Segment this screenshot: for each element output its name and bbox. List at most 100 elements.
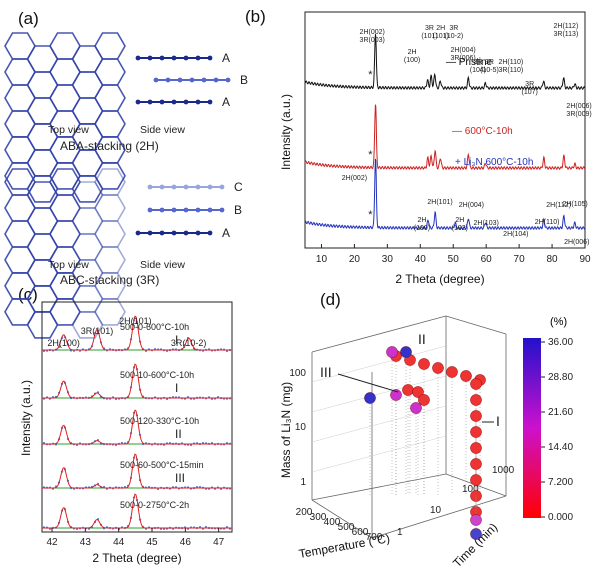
xrd-annotation-li3n: 2H(110) bbox=[535, 219, 560, 226]
atom-dot bbox=[190, 78, 195, 83]
atom-dot bbox=[160, 56, 165, 61]
xrd-x-ticks: 10 20 30 40 50 60 70 80 90 bbox=[316, 244, 591, 265]
scatter-sphere bbox=[402, 384, 413, 395]
atom-dot bbox=[214, 78, 219, 83]
atom-dot bbox=[160, 100, 165, 105]
xrd-annotation-pristine: 2H(110) 3R(110) bbox=[498, 59, 523, 74]
atom-dot bbox=[208, 185, 213, 190]
xrd-annotation-li3n: 2H(105) bbox=[562, 201, 587, 208]
scatter-sphere bbox=[470, 410, 481, 421]
xrd-x-axis-title: 2 Theta (degree) bbox=[395, 272, 484, 286]
scatter-grid-line bbox=[312, 376, 446, 412]
zoom-x-tick-label: 43 bbox=[80, 537, 92, 548]
xrd-x-tick-label: 30 bbox=[382, 254, 394, 265]
scatter-sphere bbox=[364, 392, 375, 403]
scatter-sphere bbox=[470, 442, 481, 453]
xrd-series-line bbox=[305, 34, 585, 89]
colorbar-gradient-rect bbox=[523, 338, 541, 518]
xrd-x-tick-label: 80 bbox=[546, 254, 558, 265]
scatter-z-tick-label: 1000 bbox=[492, 465, 515, 476]
atom-dot bbox=[184, 231, 189, 236]
zoom-x-axis-title: 2 Theta (degree) bbox=[92, 551, 181, 565]
zoom-x-ticks: 42 43 44 45 46 47 bbox=[46, 528, 224, 548]
scatter-y-axis-title: Mass of Li₃N (mg) bbox=[279, 382, 293, 478]
atom-dot bbox=[148, 185, 153, 190]
abc-top-caption: Top view bbox=[48, 259, 89, 271]
atom-dot bbox=[148, 56, 153, 61]
hexagon-cell bbox=[95, 59, 125, 85]
xrd-annotation-li3n: 2H(006) bbox=[564, 239, 589, 246]
atom-dot bbox=[160, 231, 165, 236]
zoom-x-tick-label: 47 bbox=[213, 537, 225, 548]
xrd-annotation-pristine: 2H(004) 3R(006) bbox=[450, 47, 475, 62]
layer-label: B bbox=[234, 203, 242, 217]
aba-side-caption: Side view bbox=[140, 124, 185, 136]
xrd-annotation-pristine: 2H (100) bbox=[404, 49, 420, 64]
hexagon-cell bbox=[95, 169, 125, 195]
atom-dot bbox=[184, 185, 189, 190]
layer-label: A bbox=[222, 226, 230, 240]
scatter-y-tick-label: 1 bbox=[300, 477, 306, 488]
scatter-z-axis-title: Time (min) bbox=[450, 520, 500, 569]
xrd-annotation-li3n: 2H (100) bbox=[414, 217, 430, 232]
panel-label-a: (a) bbox=[18, 9, 39, 28]
hexagon-cell bbox=[95, 111, 125, 137]
colorbar-tick-label: 0.000 bbox=[548, 512, 573, 523]
xrd-x-tick-label: 10 bbox=[316, 254, 328, 265]
scatter-x-axis-title: Temperature (°C) bbox=[298, 531, 391, 561]
scatter-sphere bbox=[386, 346, 397, 357]
colorbar-tick-label: 21.60 bbox=[548, 407, 573, 418]
atom-dot bbox=[226, 78, 231, 83]
hexagon-cell bbox=[95, 85, 125, 111]
colorbar-tick-label: 36.00 bbox=[548, 337, 573, 348]
xrd-star-marker: * bbox=[368, 69, 373, 81]
atom-dot bbox=[160, 185, 165, 190]
xrd-x-tick-label: 40 bbox=[415, 254, 427, 265]
scatter-z-tick-label: 1 bbox=[397, 527, 403, 538]
colorbar-title: (%) bbox=[550, 316, 567, 328]
atom-dot bbox=[172, 56, 177, 61]
scatter-sphere bbox=[470, 458, 481, 469]
scatter-sphere bbox=[410, 402, 421, 413]
atom-dot bbox=[136, 231, 141, 236]
zoom-peak-label: 3R(10-2) bbox=[171, 338, 207, 348]
region-label-i: I bbox=[496, 413, 500, 429]
panel-label-d: (d) bbox=[320, 290, 341, 309]
aba-top-caption: Top view bbox=[48, 124, 89, 136]
3d-scatter: 110100200300400500600700 1101001000IIIIII bbox=[289, 316, 514, 543]
atom-dot bbox=[178, 78, 183, 83]
scatter-sphere bbox=[470, 378, 481, 389]
xrd-annotation-li3n: 2H(002) bbox=[342, 175, 367, 182]
xrd-x-tick-label: 60 bbox=[481, 254, 493, 265]
atom-dot bbox=[172, 208, 177, 213]
atom-dot bbox=[196, 56, 201, 61]
atom-dot bbox=[136, 100, 141, 105]
xrd-annotation-li3n: 2H(103) bbox=[474, 220, 499, 227]
zoom-roman-marker: II bbox=[175, 427, 182, 441]
aba-top-view-lattice bbox=[5, 33, 125, 202]
scatter-sphere bbox=[446, 366, 457, 377]
atom-dot bbox=[166, 78, 171, 83]
scatter-sphere bbox=[432, 362, 443, 373]
atom-dot bbox=[184, 208, 189, 213]
abc-side-view-layers: CBA bbox=[136, 180, 243, 240]
scatter-grid-line bbox=[312, 436, 446, 472]
xrd-x-tick-label: 90 bbox=[579, 254, 591, 265]
xrd-plot-frame bbox=[305, 12, 585, 248]
xrd-x-tick-label: 20 bbox=[349, 254, 361, 265]
colorbar: 36.0028.8021.6014.407.2000.000 bbox=[523, 337, 573, 523]
abc-title: ABC-stacking (3R) bbox=[60, 273, 159, 287]
xrd-x-tick-label: 50 bbox=[448, 254, 460, 265]
xrd-x-tick-label: 70 bbox=[514, 254, 526, 265]
aba-side-view-layers: ABA bbox=[136, 51, 248, 109]
scatter-box-edge bbox=[446, 316, 506, 334]
scatter-sphere bbox=[470, 514, 481, 525]
hexagon-cell bbox=[95, 33, 125, 59]
scatter-sphere bbox=[470, 394, 481, 405]
zoom-x-tick-label: 42 bbox=[46, 537, 58, 548]
scatter-sphere bbox=[460, 370, 471, 381]
atom-dot bbox=[196, 185, 201, 190]
xrd-annotation-li3n: 2H(101) bbox=[427, 199, 452, 206]
atom-dot bbox=[220, 185, 225, 190]
